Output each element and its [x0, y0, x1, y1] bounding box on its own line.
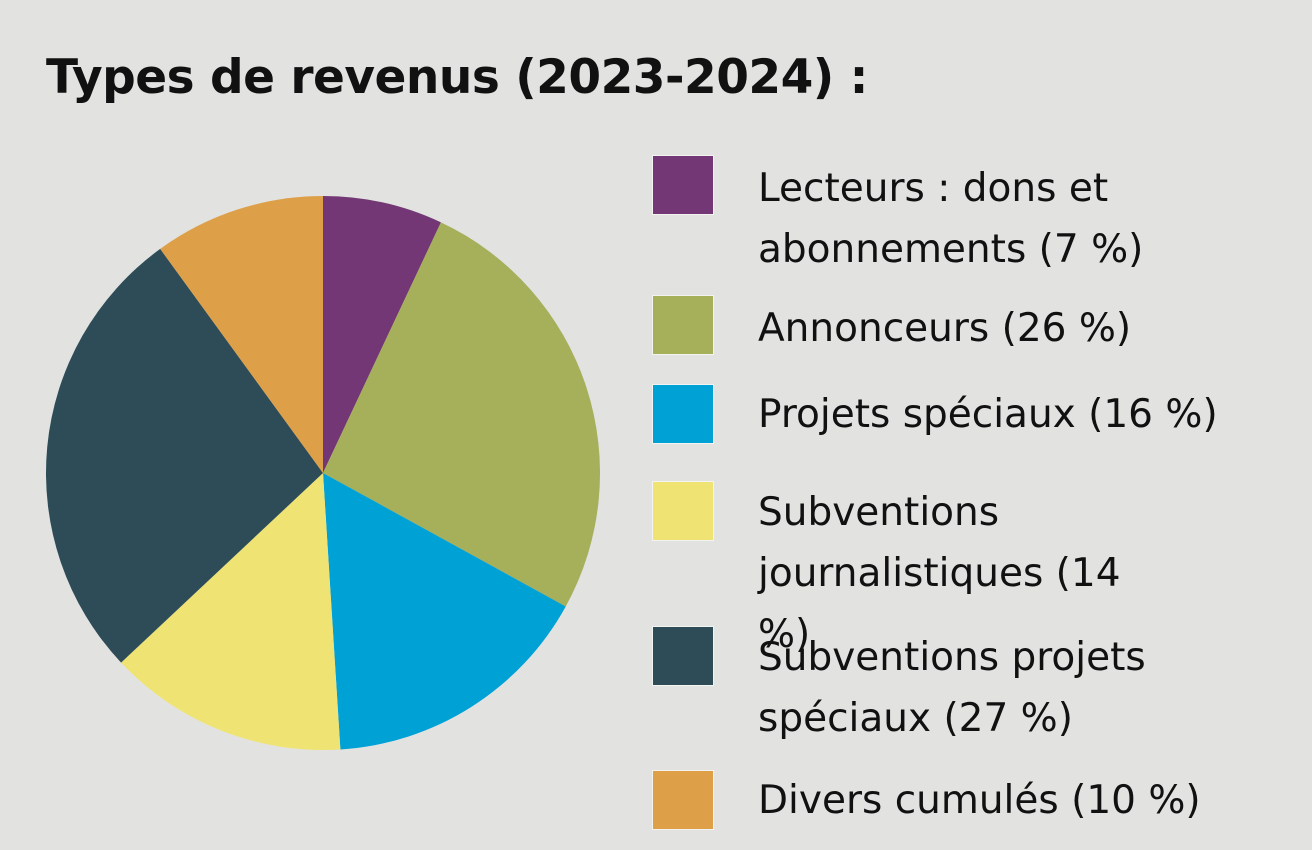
pie-chart	[45, 196, 601, 750]
legend-swatch-lecteurs	[652, 155, 714, 215]
pie-slice-projets-speciaux	[323, 473, 566, 750]
pie-slice-subventions-journalistiques	[121, 473, 341, 750]
chart-title: Types de revenus (2023-2024) :	[46, 50, 868, 105]
legend-swatch-subventions-journalistiques	[652, 481, 714, 541]
legend-label-projets-speciaux: Projets spéciaux (16 %)	[758, 392, 1218, 437]
legend-swatch-annonceurs	[652, 295, 714, 355]
legend: Lecteurs : dons et abonnements (7 %) Ann…	[652, 0, 1302, 850]
legend-label-divers-cumules: Divers cumulés (10 %)	[758, 778, 1201, 823]
legend-swatch-divers-cumules	[652, 770, 714, 830]
legend-swatch-subventions-projets-speciaux	[652, 626, 714, 686]
pie-slice-divers-cumules	[160, 196, 323, 473]
legend-label-lecteurs: Lecteurs : dons et abonnements (7 %)	[758, 166, 1144, 272]
legend-label-subventions-projets-speciaux: Subventions projets spéciaux (27 %)	[758, 635, 1146, 741]
legend-label-subventions-journalistiques: Subventions journalistiques (14 %)	[758, 490, 1121, 657]
legend-label-annonceurs: Annonceurs (26 %)	[758, 306, 1132, 351]
pie-slice-lecteurs	[323, 196, 441, 473]
pie-slice-subventions-projets-speciaux	[45, 248, 323, 663]
legend-swatch-projets-speciaux	[652, 384, 714, 444]
pie-slice-annonceurs	[323, 222, 601, 607]
